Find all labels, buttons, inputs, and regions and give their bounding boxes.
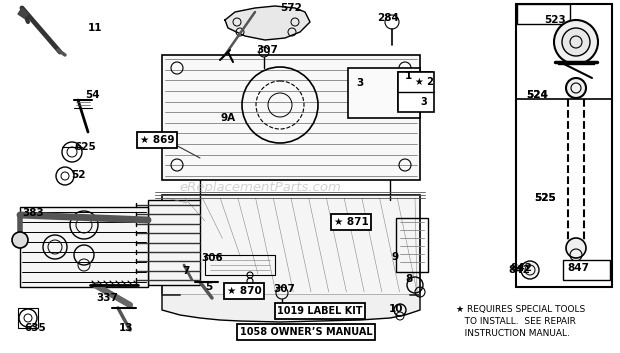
Text: 635: 635 [24,323,46,333]
Circle shape [566,238,586,258]
Text: 54: 54 [86,90,100,100]
Text: 337: 337 [96,293,118,303]
Bar [398,72,434,112]
Text: 1058 OWNER’S MANUAL: 1058 OWNER’S MANUAL [240,327,373,337]
Text: 1: 1 [404,71,412,81]
Text: 847: 847 [567,263,589,273]
Text: 572: 572 [280,3,302,13]
Text: 3: 3 [356,78,363,88]
Bar [162,195,420,295]
Text: 523: 523 [544,15,566,25]
Circle shape [566,78,586,98]
Text: 1019 LABEL KIT: 1019 LABEL KIT [277,306,363,316]
Bar [398,72,432,110]
Text: 306: 306 [201,253,223,263]
Polygon shape [162,295,420,322]
Text: 842: 842 [508,265,530,275]
Text: ★ 871: ★ 871 [334,217,368,227]
Text: 52: 52 [71,170,86,180]
Bar [517,4,570,24]
Text: 11: 11 [88,23,102,33]
Text: 8: 8 [405,274,413,284]
Text: ★ REQUIRES SPECIAL TOOLS
   TO INSTALL.  SEE REPAIR
   INSTRUCTION MANUAL.: ★ REQUIRES SPECIAL TOOLS TO INSTALL. SEE… [456,305,585,337]
Text: 525: 525 [534,193,556,203]
Text: 13: 13 [119,323,133,333]
Bar [148,200,200,285]
Text: 383: 383 [22,208,44,218]
Bar [348,68,420,118]
Text: 524: 524 [526,90,548,100]
Text: ★ 2: ★ 2 [415,77,433,87]
Bar [563,260,610,280]
Text: 10: 10 [389,304,403,314]
Text: 524: 524 [526,90,548,100]
Text: 307: 307 [256,45,278,55]
Text: ★ 869: ★ 869 [140,135,174,145]
Text: 284: 284 [377,13,399,23]
Text: 525: 525 [534,193,556,203]
Polygon shape [18,8,28,18]
Bar [18,308,38,328]
Text: 7: 7 [182,266,190,276]
Circle shape [521,261,539,279]
Text: 307: 307 [273,284,295,294]
Bar [516,4,612,287]
Text: 5: 5 [205,282,213,292]
Text: 625: 625 [74,142,96,152]
Text: 3: 3 [420,97,427,107]
Circle shape [12,232,28,248]
Text: 9A: 9A [221,113,236,123]
Bar [205,255,275,275]
Circle shape [554,20,598,64]
Text: 842: 842 [510,263,532,273]
Text: 9: 9 [391,252,399,262]
Text: ★ 870: ★ 870 [227,286,262,296]
Bar [20,207,148,287]
Polygon shape [225,6,310,40]
Bar [162,55,420,180]
Circle shape [562,28,590,56]
Text: eReplacementParts.com: eReplacementParts.com [179,181,342,193]
Bar [396,218,428,272]
